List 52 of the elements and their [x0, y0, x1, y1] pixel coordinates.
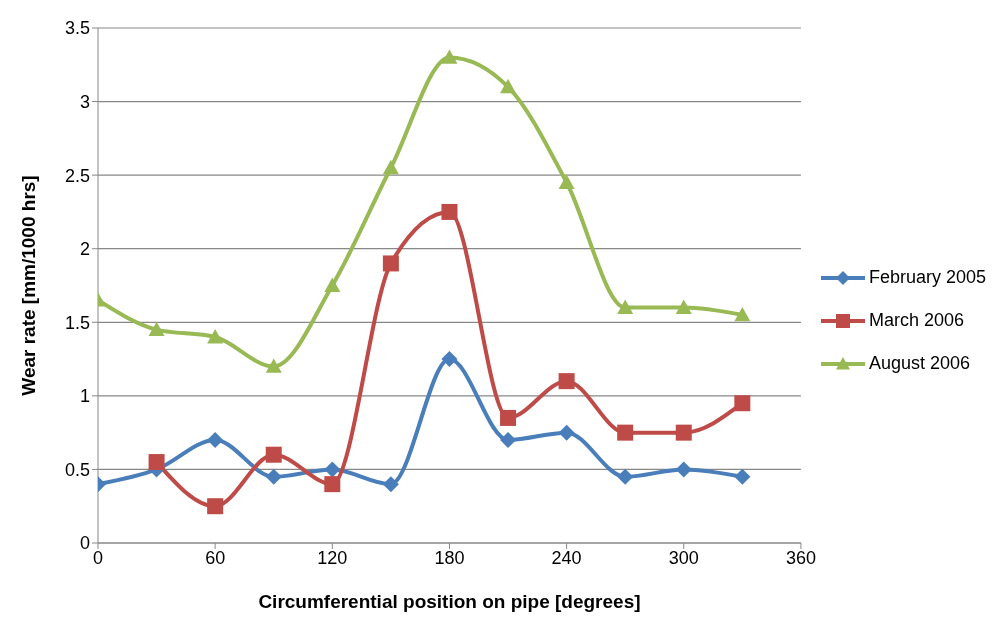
point — [148, 321, 165, 337]
y-tick-label: 2 — [79, 239, 90, 260]
y-tick-label: 0.5 — [64, 459, 90, 480]
x-tick-label: 360 — [785, 547, 816, 568]
x-axis-title: Circumferential position on pipe [degrees] — [258, 591, 641, 612]
point — [382, 255, 399, 272]
y-tick-label: 2.5 — [64, 165, 90, 186]
point — [617, 299, 634, 314]
point — [558, 424, 575, 441]
y-tick-label: 3 — [79, 91, 90, 112]
point — [500, 432, 517, 448]
point — [265, 446, 282, 463]
point — [324, 461, 341, 478]
x-tick-label: 60 — [205, 547, 226, 568]
y-tick-label: 1.5 — [64, 312, 90, 333]
point — [441, 351, 458, 368]
point — [148, 454, 165, 471]
point — [500, 78, 517, 94]
point — [734, 395, 751, 412]
point — [675, 424, 692, 441]
x-tick-label: 240 — [551, 547, 582, 568]
legend-label: February 2005 — [868, 267, 986, 288]
legend-label: August 2006 — [868, 353, 971, 374]
point — [734, 468, 751, 485]
point — [441, 49, 458, 64]
y-tick-label: 0 — [79, 533, 90, 554]
point — [558, 174, 575, 189]
point — [617, 424, 634, 441]
point — [265, 468, 282, 485]
x-tick-label: 120 — [317, 547, 348, 568]
point — [324, 476, 341, 493]
legend-label: March 2006 — [868, 310, 964, 331]
point — [441, 203, 458, 220]
point — [558, 373, 575, 390]
x-tick-label: 0 — [92, 547, 104, 568]
point — [207, 498, 224, 515]
point — [734, 306, 751, 322]
point — [500, 409, 517, 426]
x-tick-label: 300 — [668, 547, 699, 568]
point — [617, 468, 634, 485]
point — [207, 432, 224, 448]
point — [265, 358, 282, 373]
y-tick-label: 1 — [79, 386, 90, 407]
point — [382, 476, 399, 493]
point — [675, 461, 692, 478]
point — [675, 299, 692, 314]
y-axis-title: Wear rate [mm/1000 hrs] — [17, 175, 39, 396]
point — [382, 159, 399, 175]
point — [324, 277, 341, 292]
y-tick-label: 3.5 — [64, 18, 90, 39]
x-tick-label: 180 — [434, 547, 465, 568]
point — [207, 329, 224, 344]
